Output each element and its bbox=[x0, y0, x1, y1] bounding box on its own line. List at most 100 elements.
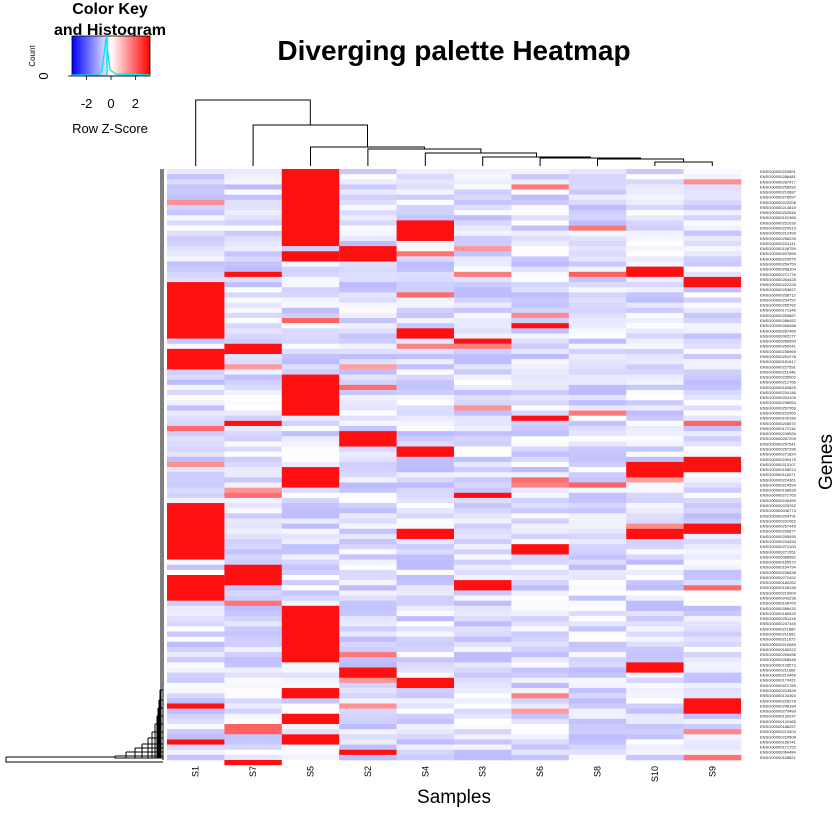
heatmap-cell bbox=[339, 492, 397, 499]
heatmap-cell bbox=[224, 652, 283, 658]
heatmap-cell bbox=[626, 354, 684, 360]
heatmap-cell bbox=[511, 328, 570, 334]
heatmap-cell bbox=[224, 708, 283, 715]
heatmap-cell bbox=[683, 749, 742, 756]
heatmap-cell bbox=[568, 754, 627, 761]
heatmap-cell bbox=[454, 282, 512, 288]
heatmap-cell bbox=[339, 533, 397, 540]
heatmap-cell bbox=[224, 605, 283, 612]
heatmap-cell bbox=[568, 169, 627, 175]
heatmap-cell bbox=[683, 554, 742, 560]
heatmap-cell bbox=[626, 425, 684, 432]
heatmap-cell bbox=[454, 451, 512, 458]
heatmap-cell bbox=[339, 215, 397, 221]
sample-label: S8 bbox=[593, 766, 603, 777]
heatmap-cell bbox=[224, 544, 283, 550]
heatmap-cell bbox=[568, 729, 627, 735]
heatmap-cell bbox=[626, 508, 684, 514]
heatmap-cell bbox=[224, 425, 283, 432]
heatmap-cell bbox=[224, 585, 283, 591]
heatmap-cell bbox=[339, 204, 397, 211]
heatmap-cell bbox=[224, 235, 283, 242]
heatmap-cell bbox=[454, 724, 512, 730]
heatmap-highlight-cell bbox=[396, 328, 454, 339]
heatmap-cell bbox=[454, 477, 512, 483]
heatmap-cell bbox=[224, 657, 283, 663]
heatmap-cell bbox=[683, 323, 742, 329]
heatmap-cell bbox=[454, 246, 512, 252]
heatmap-cell bbox=[454, 199, 512, 206]
heatmap-cell bbox=[339, 595, 397, 601]
heatmap-cell bbox=[167, 677, 225, 684]
heatmap-cell bbox=[339, 754, 397, 761]
heatmap-cell bbox=[568, 364, 627, 370]
heatmap-highlight-cell bbox=[683, 698, 741, 714]
heatmap-cell bbox=[167, 636, 225, 643]
heatmap-cell bbox=[568, 518, 627, 524]
heatmap-cell bbox=[626, 523, 684, 530]
heatmap-cell bbox=[511, 523, 570, 530]
heatmap-cell bbox=[224, 472, 283, 478]
gene-label: ENSG00000207899 bbox=[760, 251, 797, 256]
heatmap-cell bbox=[626, 569, 684, 576]
heatmap-cell bbox=[683, 616, 742, 622]
heatmap-highlight-cell bbox=[396, 677, 454, 689]
heatmap-cell bbox=[339, 400, 397, 406]
heatmap-cell bbox=[396, 595, 455, 601]
heatmap-cell bbox=[683, 729, 742, 735]
heatmap-cell bbox=[281, 364, 340, 370]
heatmap-cell bbox=[683, 297, 742, 303]
sample-label: S10 bbox=[650, 766, 660, 782]
heatmap-highlight-cell bbox=[626, 461, 684, 478]
heatmap-cell bbox=[396, 636, 455, 643]
gene-label: ENSG00000271551 bbox=[760, 549, 797, 554]
heatmap-cell bbox=[396, 256, 455, 262]
heatmap-cell bbox=[626, 544, 684, 550]
heatmap-cell bbox=[511, 374, 570, 381]
heatmap-cell bbox=[511, 302, 570, 309]
heatmap-cell bbox=[626, 585, 684, 591]
heatmap-cell bbox=[167, 389, 225, 396]
heatmap-cell bbox=[396, 359, 455, 365]
heatmap-cell bbox=[224, 169, 283, 175]
gene-label: ENSG00000046774 bbox=[760, 508, 797, 513]
heatmap-cell bbox=[396, 621, 455, 627]
heatmap-cell bbox=[167, 384, 225, 391]
heatmap-cell bbox=[454, 744, 512, 751]
gene-label: ENSG00000254750 bbox=[760, 261, 797, 266]
heatmap-cell bbox=[339, 693, 397, 699]
heatmap-cell bbox=[224, 230, 283, 237]
heatmap-highlight-cell bbox=[511, 415, 569, 421]
heatmap-cell bbox=[167, 729, 225, 735]
heatmap-cell bbox=[167, 482, 225, 488]
heatmap-cell bbox=[339, 374, 397, 381]
heatmap-cell bbox=[454, 610, 512, 617]
gene-label: ENSG00000255496 bbox=[760, 652, 797, 657]
heatmap-cell bbox=[568, 240, 627, 247]
heatmap-cell bbox=[454, 240, 512, 247]
heatmap-cell bbox=[568, 703, 627, 709]
heatmap-cell bbox=[281, 677, 340, 684]
heatmap-cell bbox=[339, 734, 397, 740]
heatmap-cell bbox=[281, 549, 340, 555]
heatmap-cell bbox=[568, 287, 627, 293]
heatmap-cell bbox=[683, 487, 742, 494]
heatmap-cell bbox=[568, 199, 627, 206]
heatmap-cell bbox=[511, 724, 570, 730]
heatmap-cell bbox=[339, 364, 397, 370]
heatmap-cell bbox=[568, 539, 627, 545]
heatmap-cell bbox=[396, 179, 455, 185]
heatmap-cell bbox=[224, 307, 283, 314]
heatmap-cell bbox=[339, 636, 397, 643]
heatmap-cell bbox=[683, 307, 742, 314]
gene-label: ENSG00000236969 bbox=[760, 349, 797, 354]
heatmap-cell bbox=[511, 184, 570, 190]
heatmap-cell bbox=[396, 539, 455, 545]
heatmap-cell bbox=[626, 446, 684, 452]
heatmap-cell bbox=[396, 472, 455, 478]
gene-label: ENSG00000181617 bbox=[760, 359, 797, 364]
heatmap-cell bbox=[568, 266, 627, 273]
gene-label: ENSG00000212766 bbox=[760, 380, 797, 385]
heatmap-cell bbox=[511, 574, 570, 581]
heatmap-cell bbox=[396, 688, 455, 694]
